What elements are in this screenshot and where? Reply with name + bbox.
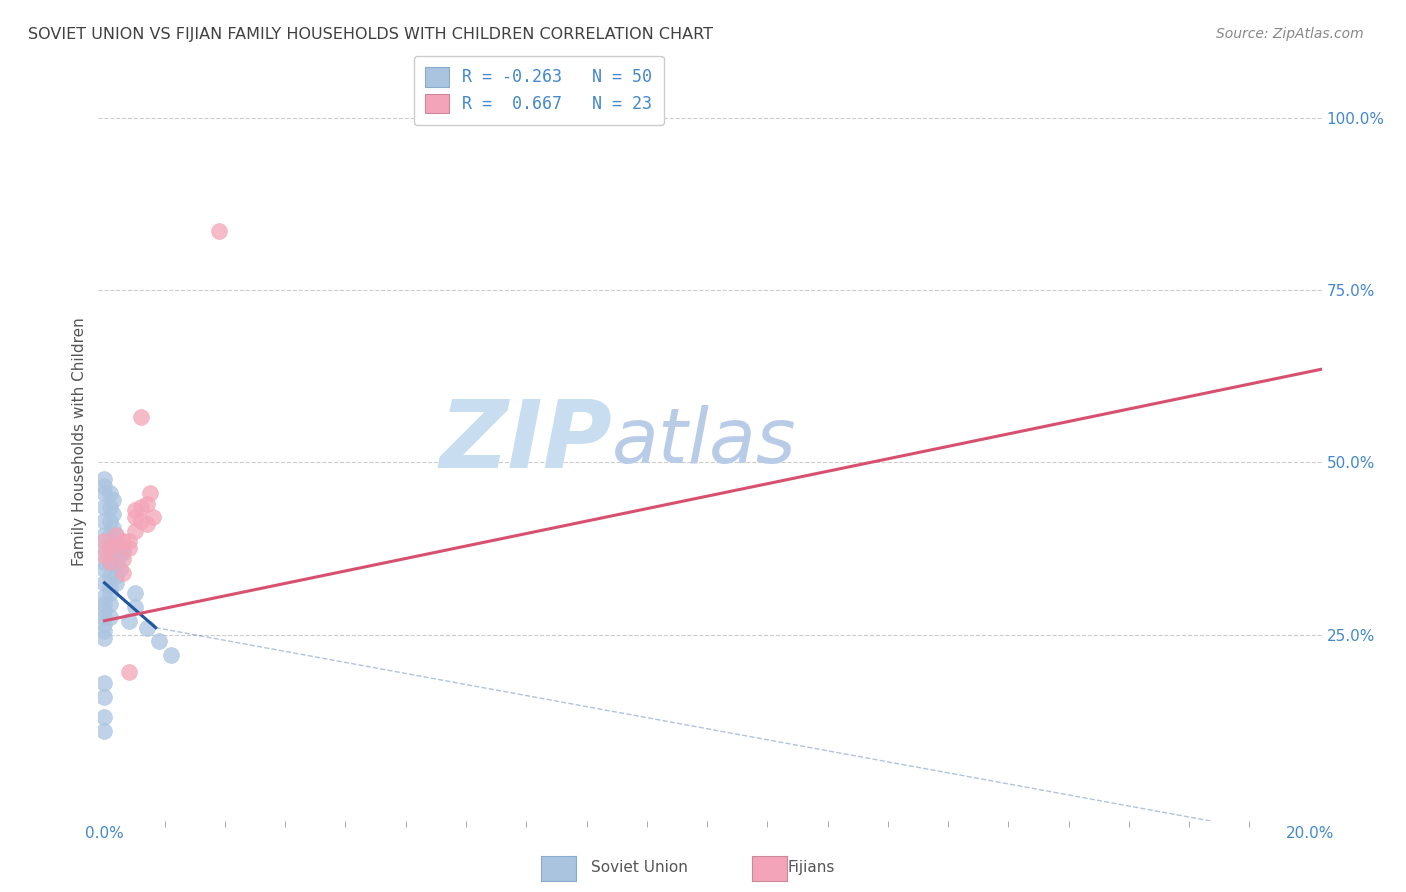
Point — [100, 586, 122, 600]
Point — [135, 497, 157, 511]
Text: SOVIET UNION VS FIJIAN FAMILY HOUSEHOLDS WITH CHILDREN CORRELATION CHART: SOVIET UNION VS FIJIAN FAMILY HOUSEHOLDS… — [28, 27, 713, 42]
Point — [93, 575, 115, 590]
Point — [108, 562, 131, 576]
Text: atlas: atlas — [612, 405, 797, 478]
Point — [93, 631, 115, 645]
Point — [105, 527, 128, 541]
Point — [103, 521, 125, 535]
Point — [100, 555, 122, 569]
Point — [124, 524, 146, 538]
Point — [93, 562, 115, 576]
Point — [117, 665, 139, 680]
Point — [93, 690, 115, 704]
Point — [100, 514, 122, 528]
Point — [93, 590, 115, 604]
Point — [93, 555, 115, 569]
Point — [111, 541, 134, 556]
Y-axis label: Family Households with Children: Family Households with Children — [72, 318, 87, 566]
Point — [93, 514, 115, 528]
Point — [93, 624, 115, 639]
Point — [93, 534, 115, 549]
Point — [103, 507, 125, 521]
Point — [111, 545, 134, 559]
Point — [148, 634, 170, 648]
Point — [135, 621, 157, 635]
Point — [124, 510, 146, 524]
Text: Fijians: Fijians — [787, 860, 835, 874]
Text: ZIP: ZIP — [439, 395, 612, 488]
Point — [93, 473, 115, 487]
Point — [93, 541, 115, 556]
Point — [138, 486, 160, 500]
Point — [105, 575, 128, 590]
Point — [105, 555, 128, 569]
Point — [117, 614, 139, 628]
Point — [105, 569, 128, 583]
Point — [93, 597, 115, 611]
Point — [93, 603, 115, 617]
Point — [100, 555, 122, 569]
Point — [100, 541, 122, 556]
Point — [124, 503, 146, 517]
Point — [117, 534, 139, 549]
Point — [135, 517, 157, 532]
Point — [117, 541, 139, 556]
Text: Source: ZipAtlas.com: Source: ZipAtlas.com — [1216, 27, 1364, 41]
Point — [105, 541, 128, 556]
Point — [100, 541, 122, 556]
Point — [93, 479, 115, 493]
Point — [159, 648, 181, 663]
Legend: R = -0.263   N = 50, R =  0.667   N = 23: R = -0.263 N = 50, R = 0.667 N = 23 — [413, 55, 664, 125]
Point — [105, 538, 128, 552]
Point — [105, 527, 128, 541]
Point — [111, 534, 134, 549]
Point — [111, 551, 134, 566]
Point — [129, 410, 152, 425]
Point — [100, 597, 122, 611]
Point — [93, 617, 115, 632]
Point — [100, 579, 122, 593]
Point — [100, 569, 122, 583]
Point — [129, 500, 152, 514]
Point — [208, 224, 231, 238]
Point — [93, 486, 115, 500]
Point — [100, 527, 122, 541]
Text: Soviet Union: Soviet Union — [591, 860, 688, 874]
Point — [111, 566, 134, 580]
Point — [93, 500, 115, 514]
Point — [93, 548, 115, 563]
Point — [100, 500, 122, 514]
Point — [100, 486, 122, 500]
Point — [93, 527, 115, 541]
Point — [93, 675, 115, 690]
Point — [124, 586, 146, 600]
Point — [124, 599, 146, 614]
Point — [100, 610, 122, 624]
Point — [108, 548, 131, 563]
Point — [142, 510, 165, 524]
Point — [129, 514, 152, 528]
Point — [93, 710, 115, 724]
Point — [93, 724, 115, 739]
Point — [93, 610, 115, 624]
Point — [103, 493, 125, 508]
